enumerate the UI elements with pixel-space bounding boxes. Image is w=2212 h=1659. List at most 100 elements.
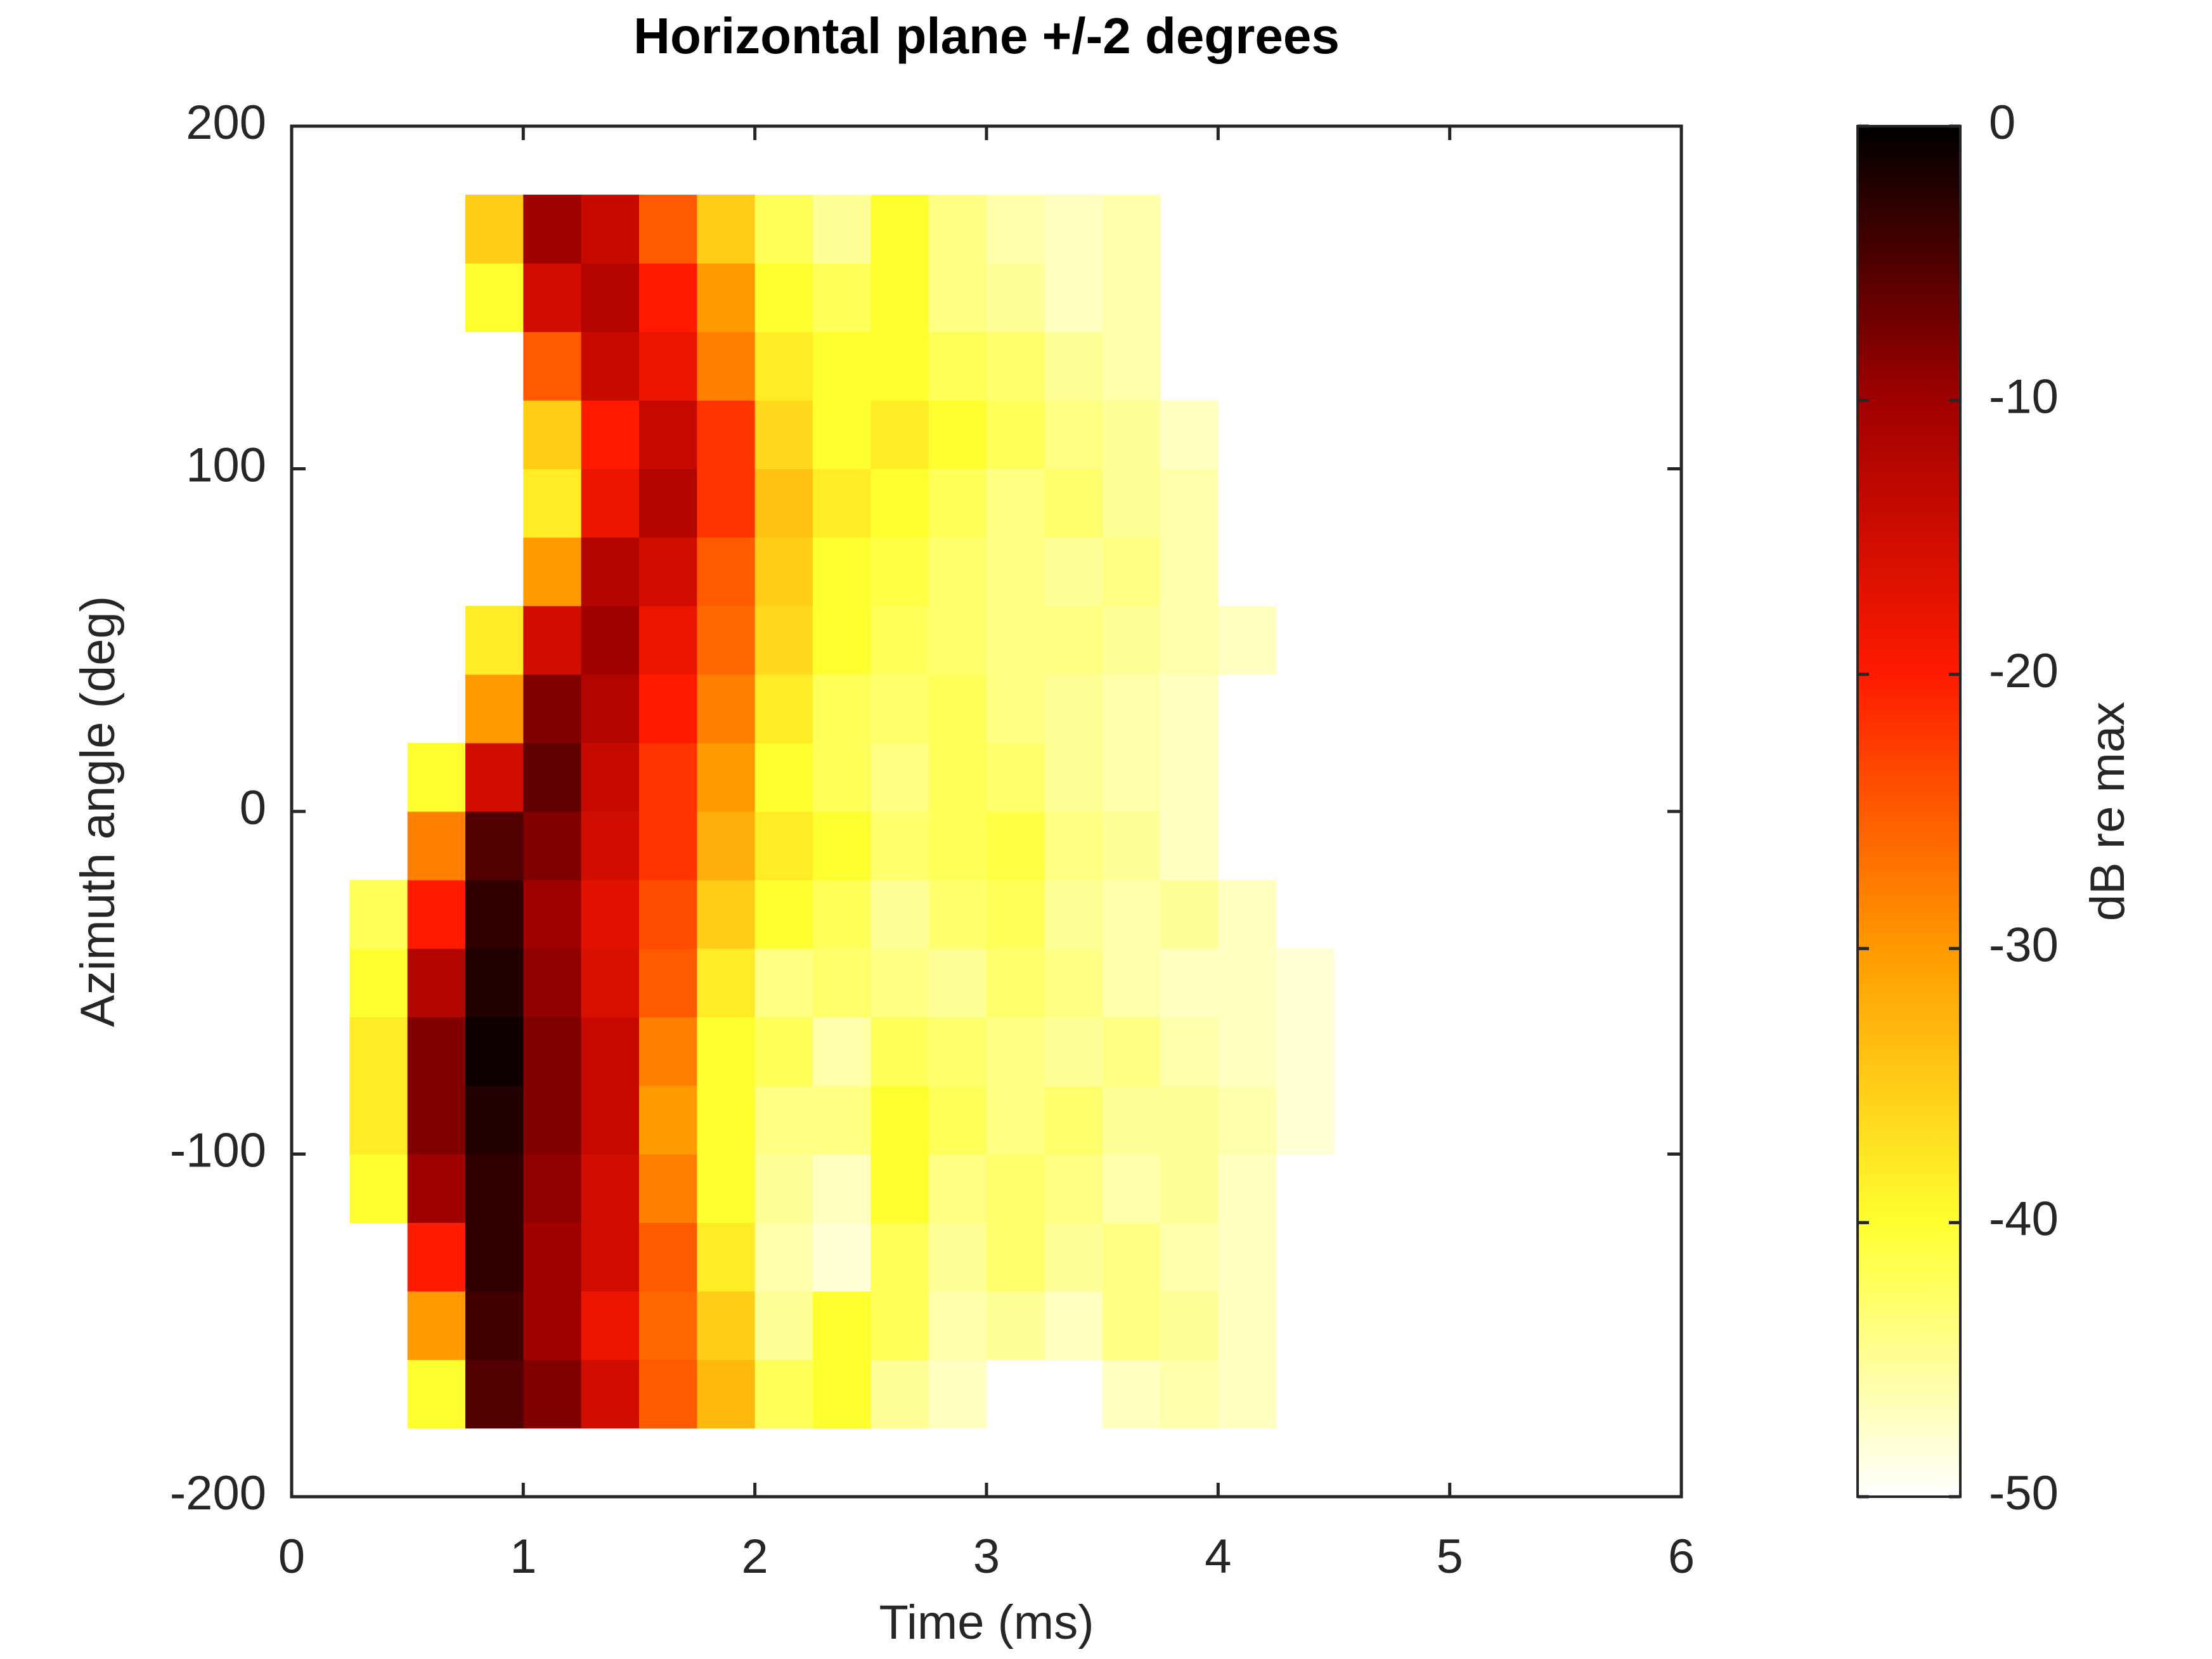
heatmap-cell bbox=[1044, 263, 1103, 332]
heatmap-cell bbox=[1218, 948, 1277, 1017]
heatmap-cell bbox=[1044, 400, 1103, 469]
heatmap-cell bbox=[870, 195, 929, 264]
heatmap-cell bbox=[697, 880, 756, 949]
heatmap-cell bbox=[754, 811, 813, 881]
heatmap-cell bbox=[870, 1017, 929, 1086]
colorbar-tick-label: -30 bbox=[1989, 918, 2059, 972]
heatmap-cell bbox=[523, 1291, 582, 1360]
heatmap-cell bbox=[1102, 400, 1161, 469]
heatmap-cell bbox=[1044, 1222, 1103, 1292]
heatmap-cell bbox=[697, 1154, 756, 1223]
heatmap-cell bbox=[813, 1085, 871, 1154]
heatmap-cell bbox=[1160, 1085, 1219, 1154]
heatmap-cell bbox=[465, 742, 524, 812]
x-tick-label: 2 bbox=[742, 1530, 768, 1584]
heatmap-cell bbox=[1218, 1222, 1277, 1292]
heatmap-cell bbox=[407, 811, 466, 881]
heatmap-cell bbox=[1044, 332, 1103, 401]
heatmap-cell bbox=[1276, 1085, 1335, 1154]
heatmap-cell bbox=[581, 605, 640, 675]
heatmap-cell bbox=[581, 811, 640, 881]
heatmap-cell bbox=[581, 1154, 640, 1223]
heatmap-cell bbox=[928, 1222, 987, 1292]
heatmap-cell bbox=[349, 948, 408, 1017]
heatmap-cell bbox=[813, 263, 871, 332]
heatmap-cell bbox=[813, 605, 871, 675]
heatmap-cell bbox=[1044, 1085, 1103, 1154]
heatmap-cell bbox=[870, 811, 929, 881]
heatmap-cell bbox=[1218, 605, 1277, 675]
x-axis-label: Time (ms) bbox=[879, 1596, 1094, 1649]
heatmap-cell bbox=[639, 263, 697, 332]
heatmap-cell bbox=[986, 880, 1045, 949]
heatmap-cell bbox=[697, 537, 756, 607]
y-tick-label: -100 bbox=[170, 1124, 266, 1178]
heatmap-cell bbox=[407, 1085, 466, 1154]
heatmap-cell bbox=[986, 674, 1045, 744]
heatmap-cell bbox=[986, 1222, 1045, 1292]
heatmap-cell bbox=[697, 468, 756, 538]
heatmap-cell bbox=[523, 1154, 582, 1223]
heatmap-cell bbox=[813, 1017, 871, 1086]
heatmap-cell bbox=[581, 1222, 640, 1292]
heatmap-cell bbox=[870, 880, 929, 949]
heatmap-cell bbox=[1160, 811, 1219, 881]
heatmap-cell bbox=[1160, 1291, 1219, 1360]
heatmap-cell bbox=[986, 400, 1045, 469]
chart-title: Horizontal plane +/-2 degrees bbox=[633, 8, 1340, 64]
heatmap-cell bbox=[639, 674, 697, 744]
heatmap-cell bbox=[465, 195, 524, 264]
heatmap-cell bbox=[986, 263, 1045, 332]
heatmap-cell bbox=[1044, 811, 1103, 881]
heatmap-cell bbox=[523, 605, 582, 675]
heatmap-cell bbox=[1160, 1154, 1219, 1223]
heatmap-cell bbox=[1044, 1017, 1103, 1086]
heatmap-cell bbox=[1044, 468, 1103, 538]
heatmap-cell bbox=[1102, 880, 1161, 949]
heatmap-cell bbox=[1218, 1017, 1277, 1086]
heatmap-cell bbox=[1160, 1359, 1219, 1429]
heatmap-cell bbox=[813, 742, 871, 812]
heatmap-cell bbox=[754, 537, 813, 607]
y-tick-label: 0 bbox=[240, 781, 266, 835]
heatmap-cell bbox=[870, 1359, 929, 1429]
heatmap-cell bbox=[349, 880, 408, 949]
colorbar bbox=[1856, 125, 1962, 1498]
heatmap-cell bbox=[870, 1085, 929, 1154]
heatmap-cell bbox=[1102, 811, 1161, 881]
heatmap-cell bbox=[639, 1017, 697, 1086]
heatmap-cell bbox=[1218, 1085, 1277, 1154]
heatmap-cell bbox=[639, 195, 697, 264]
heatmap-cell bbox=[639, 1085, 697, 1154]
heatmap-cell bbox=[581, 674, 640, 744]
heatmap-cell bbox=[754, 1359, 813, 1429]
heatmap-cell bbox=[870, 537, 929, 607]
heatmap-cell bbox=[813, 1291, 871, 1360]
heatmap-cell bbox=[754, 263, 813, 332]
heatmap-cell bbox=[1102, 1291, 1161, 1360]
heatmap-cell bbox=[581, 1359, 640, 1429]
heatmap-cell bbox=[870, 742, 929, 812]
heatmap-cell bbox=[928, 674, 987, 744]
heatmap-cell bbox=[1102, 1359, 1161, 1429]
heatmap-cell bbox=[1044, 742, 1103, 812]
heatmap-cell bbox=[754, 1154, 813, 1223]
heatmap-cell bbox=[697, 1359, 756, 1429]
heatmap-cell bbox=[407, 1154, 466, 1223]
heatmap-cell bbox=[986, 1085, 1045, 1154]
heatmap-cell bbox=[523, 332, 582, 401]
x-tick-label: 3 bbox=[973, 1530, 1000, 1584]
heatmap-cell bbox=[870, 1222, 929, 1292]
heatmap-cell bbox=[1102, 1154, 1161, 1223]
y-tick-label: -200 bbox=[170, 1466, 266, 1520]
colorbar-label: dB re max bbox=[2081, 702, 2135, 921]
heatmap-cell bbox=[465, 605, 524, 675]
heatmap-cell bbox=[1160, 537, 1219, 607]
heatmap-cell bbox=[639, 332, 697, 401]
heatmap-cell bbox=[928, 263, 987, 332]
heatmap-cell bbox=[1044, 880, 1103, 949]
heatmap-cell bbox=[407, 1017, 466, 1086]
heatmap-cell bbox=[754, 742, 813, 812]
heatmap-cell bbox=[986, 605, 1045, 675]
heatmap-cell bbox=[523, 468, 582, 538]
